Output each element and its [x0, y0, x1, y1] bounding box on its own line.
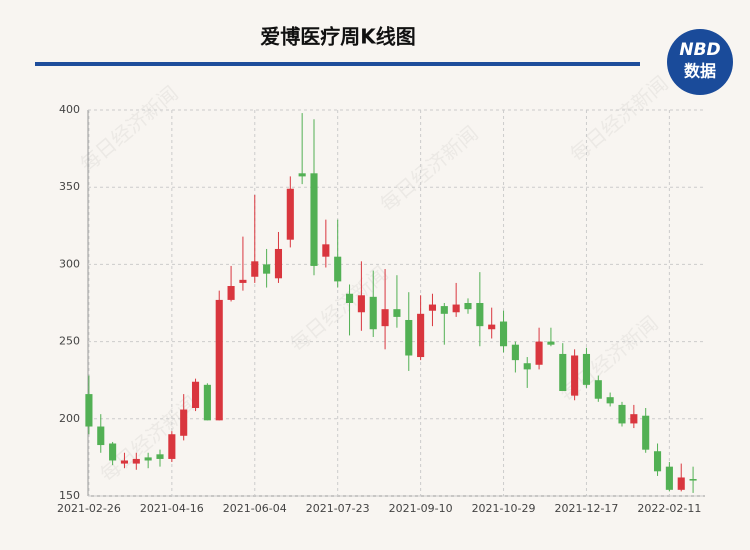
- x-tick-label: 2021-06-04: [223, 502, 287, 515]
- candle-body: [97, 426, 105, 446]
- candle-body: [559, 353, 567, 392]
- candle-body: [239, 279, 247, 283]
- candle-body: [120, 460, 129, 464]
- candle-body: [417, 313, 425, 358]
- x-tick-label: 2021-10-29: [472, 502, 536, 515]
- candle-body: [571, 355, 579, 396]
- logo-bottom: 数据: [684, 62, 716, 81]
- candle-body: [428, 304, 437, 311]
- candle-body: [677, 477, 685, 490]
- candle-body: [594, 380, 602, 399]
- candle-body: [345, 293, 354, 303]
- y-tick-label: 200: [59, 412, 80, 425]
- candle-body: [642, 415, 650, 450]
- candle-body: [85, 394, 93, 427]
- candle-body: [263, 264, 271, 274]
- candle-body: [369, 296, 377, 330]
- candle-body: [618, 404, 626, 424]
- candle-body: [191, 381, 200, 408]
- candle-body: [653, 451, 662, 472]
- candle-body: [689, 479, 697, 481]
- candle-body: [440, 306, 448, 314]
- candle-body: [488, 324, 496, 330]
- candle-body: [274, 248, 283, 279]
- candle-body: [476, 303, 484, 327]
- y-tick-label: 350: [59, 180, 80, 193]
- y-tick-label: 400: [59, 103, 80, 116]
- logo-top: NBD: [679, 40, 720, 60]
- candle-body: [144, 457, 152, 461]
- candle-body: [630, 414, 638, 424]
- candle-body: [109, 443, 117, 461]
- candle-body: [286, 188, 294, 240]
- logo: [667, 29, 733, 95]
- candle-body: [381, 309, 389, 327]
- candle-body: [227, 286, 235, 300]
- candle-body: [298, 173, 306, 177]
- x-tick-label: 2021-04-16: [140, 502, 204, 515]
- candle-body: [499, 321, 508, 347]
- x-tick-label: 2021-12-17: [554, 502, 618, 515]
- candle-body: [357, 295, 365, 313]
- x-tick-label: 2021-07-23: [306, 502, 370, 515]
- candle-body: [203, 384, 211, 421]
- x-tick-label: 2022-02-11: [637, 502, 701, 515]
- candle-body: [215, 299, 223, 421]
- chart-title: 爱博医疗周K线图: [260, 25, 416, 49]
- candle-body: [334, 256, 342, 282]
- candle-body: [405, 319, 413, 356]
- candle-body: [523, 363, 531, 370]
- candle-body: [322, 244, 330, 257]
- candle-body: [180, 409, 188, 436]
- candle-body: [251, 261, 259, 277]
- candle-body: [393, 309, 401, 317]
- x-tick-label: 2021-02-26: [57, 502, 121, 515]
- x-tick-label: 2021-09-10: [389, 502, 453, 515]
- candle-body: [310, 173, 318, 266]
- y-tick-label: 150: [59, 489, 80, 502]
- candle-body: [132, 458, 140, 464]
- candle-body: [452, 304, 460, 313]
- y-tick-label: 300: [59, 257, 80, 270]
- candle-body: [606, 397, 614, 404]
- candle-body: [547, 341, 555, 345]
- candle-body: [168, 434, 176, 459]
- candle-body: [535, 341, 543, 365]
- candle-body: [511, 344, 519, 361]
- candle-body: [665, 466, 673, 490]
- y-tick-label: 250: [59, 335, 80, 348]
- candle-body: [156, 454, 164, 459]
- candle-body: [582, 353, 591, 385]
- title-rule: [35, 62, 640, 66]
- candle-body: [464, 303, 472, 310]
